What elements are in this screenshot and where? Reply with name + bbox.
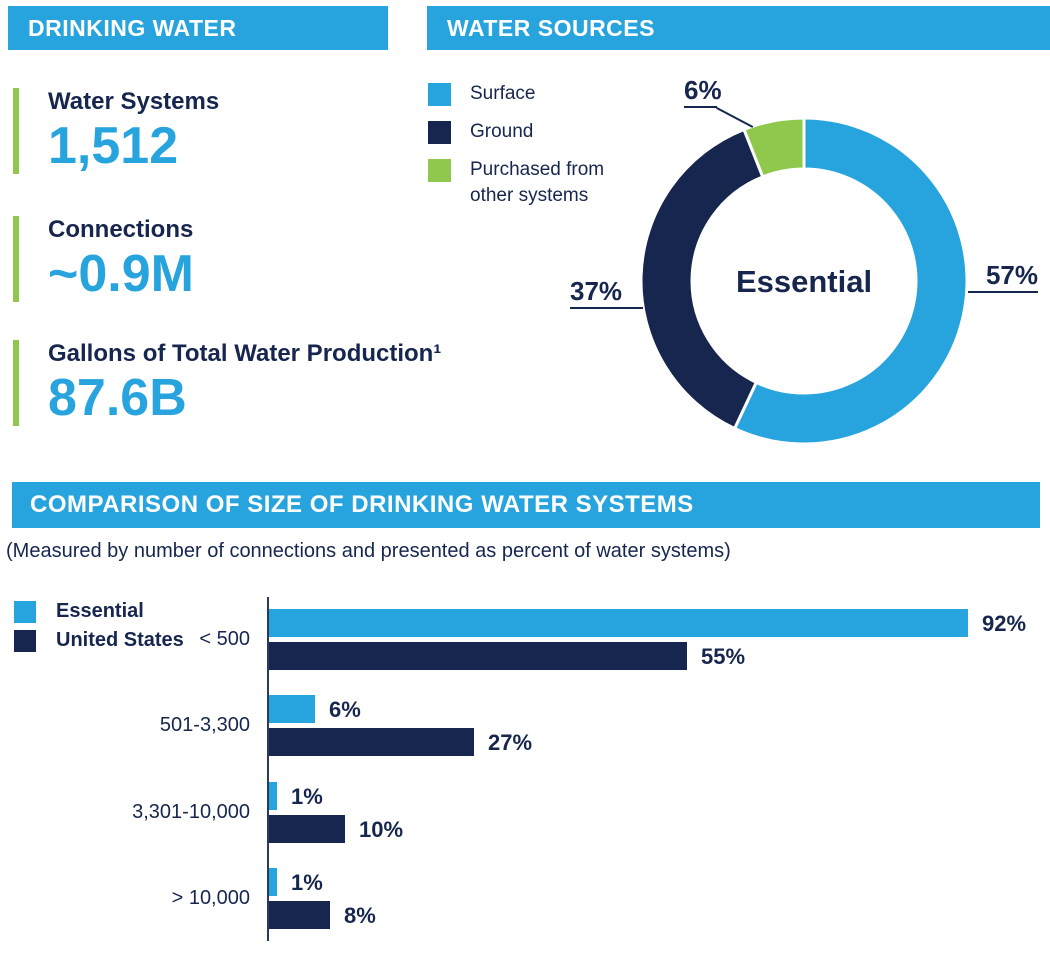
donut-callout-surface: 57%	[968, 262, 1038, 293]
bar-legend-item-essential: Essential	[14, 600, 144, 623]
bar-essential	[269, 609, 968, 637]
stat-connections: Connections ~0.9M	[13, 216, 194, 302]
bar-essential	[269, 695, 315, 723]
bar-value-label: 6%	[329, 697, 361, 722]
surface-legend-label: Surface	[470, 83, 536, 104]
donut-callout-purchased: 6%	[684, 77, 722, 108]
bar-value-label: 27%	[488, 730, 533, 755]
donut-legend-item-ground: Ground	[428, 121, 650, 145]
water-sources-donut-chart	[639, 116, 969, 446]
donut-callout-ground: 37%	[570, 278, 643, 309]
stat-water-systems-label: Water Systems	[48, 88, 220, 115]
bar-united-states	[269, 815, 345, 843]
essential-legend-label: Essential	[56, 600, 144, 622]
us-legend-label: United States	[56, 629, 184, 651]
bar-value-label: 92%	[982, 611, 1027, 636]
drinking-water-title: DRINKING WATER	[28, 14, 237, 41]
ground-swatch-icon	[428, 121, 451, 144]
bar-essential	[269, 868, 277, 896]
purchased-legend-label: Purchased from other systems	[470, 159, 605, 206]
bar-value-label: 8%	[344, 903, 376, 928]
surface-swatch-icon	[428, 83, 451, 106]
stat-water-systems-value: 1,512	[48, 117, 179, 175]
stat-gallons-label: Gallons of Total Water Production¹	[48, 340, 442, 367]
category-label: 501-3,300	[159, 714, 250, 736]
donut-legend-item-surface: Surface	[428, 83, 650, 107]
comparison-title: COMPARISON OF SIZE OF DRINKING WATER SYS…	[30, 491, 694, 518]
essential-swatch-icon	[14, 600, 36, 623]
ground-legend-label: Ground	[470, 121, 534, 142]
water-sources-title: WATER SOURCES	[447, 14, 655, 41]
bar-value-label: 1%	[291, 784, 323, 809]
donut-slice-ground	[639, 127, 765, 430]
purchased-swatch-icon	[428, 159, 451, 182]
comparison-subtitle: (Measured by number of connections and p…	[6, 540, 731, 562]
stat-connections-value: ~0.9M	[48, 245, 194, 303]
donut-slice-purchased	[742, 116, 806, 179]
bar-value-label: 55%	[701, 644, 746, 669]
water-sources-header: WATER SOURCES	[427, 6, 1050, 50]
bar-united-states	[269, 728, 474, 756]
category-label: > 10,000	[171, 887, 250, 909]
donut-legend-item-purchased: Purchased from other systems	[428, 159, 640, 209]
stat-gallons-value: 87.6B	[48, 369, 187, 427]
donut-center-label: Essential	[735, 264, 873, 299]
bar-chart-axis	[267, 597, 269, 941]
donut-slice-surface	[733, 116, 969, 446]
bar-value-label: 10%	[359, 817, 404, 842]
stat-gallons: Gallons of Total Water Production¹ 87.6B	[13, 340, 441, 426]
stat-connections-label: Connections	[48, 216, 194, 243]
bar-essential	[269, 782, 277, 810]
comparison-header: COMPARISON OF SIZE OF DRINKING WATER SYS…	[12, 482, 1040, 528]
bar-value-label: 1%	[291, 870, 323, 895]
category-label: 3,301-10,000	[132, 801, 250, 823]
bar-united-states	[269, 642, 687, 670]
bar-united-states	[269, 901, 330, 929]
bar-legend-item-us: United States	[14, 629, 184, 652]
stat-water-systems: Water Systems 1,512	[13, 88, 219, 174]
drinking-water-header: DRINKING WATER	[8, 6, 388, 50]
us-swatch-icon	[14, 629, 36, 652]
